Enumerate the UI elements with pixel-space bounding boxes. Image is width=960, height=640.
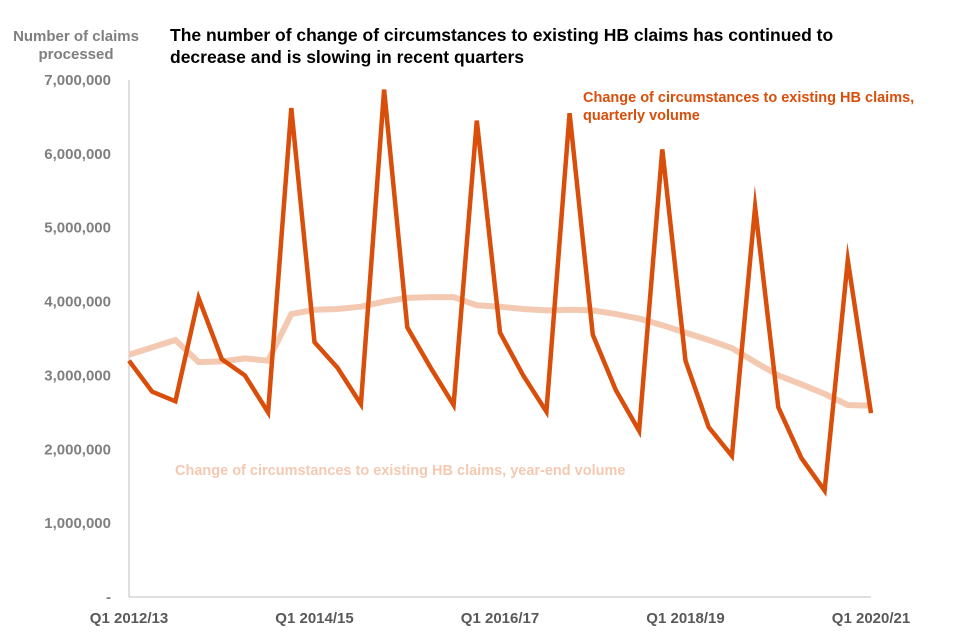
y-tick-label: - — [106, 589, 111, 606]
y-tick-label: 1,000,000 — [44, 515, 111, 532]
legend-year-end-label: Change of circumstances to existing HB c… — [175, 463, 626, 479]
series-line-quarterly-volume — [127, 89, 874, 497]
series-layer — [127, 89, 874, 497]
y-axis-label: Number of claims processed — [13, 28, 139, 63]
y-tick-labels: - 1,000,000 2,000,000 3,000,000 4,000,000 5,0… — [44, 72, 111, 606]
chart-title: The number of change of circumstances to… — [170, 25, 834, 67]
y-tick-label: 4,000,000 — [44, 294, 111, 311]
y-tick-label: 6,000,000 — [44, 146, 111, 163]
x-tick-label: Q1 2016/17 — [461, 610, 539, 627]
x-tick-label: Q1 2020/21 — [832, 610, 910, 627]
x-tick-label: Q1 2018/19 — [646, 610, 724, 627]
x-tick-label: Q1 2014/15 — [275, 610, 353, 627]
series-line-year-end-volume — [128, 294, 872, 409]
x-tick-label: Q1 2012/13 — [90, 610, 168, 627]
legend-quarterly-label: Change of circumstances to existing HB c… — [583, 90, 915, 124]
y-tick-label: 3,000,000 — [44, 367, 111, 384]
y-tick-label: 7,000,000 — [44, 72, 111, 89]
y-tick-label: 5,000,000 — [44, 220, 111, 237]
y-tick-label: 2,000,000 — [44, 441, 111, 458]
x-tick-labels: Q1 2012/13 Q1 2014/15 Q1 2016/17 Q1 2018/19… — [90, 610, 910, 627]
